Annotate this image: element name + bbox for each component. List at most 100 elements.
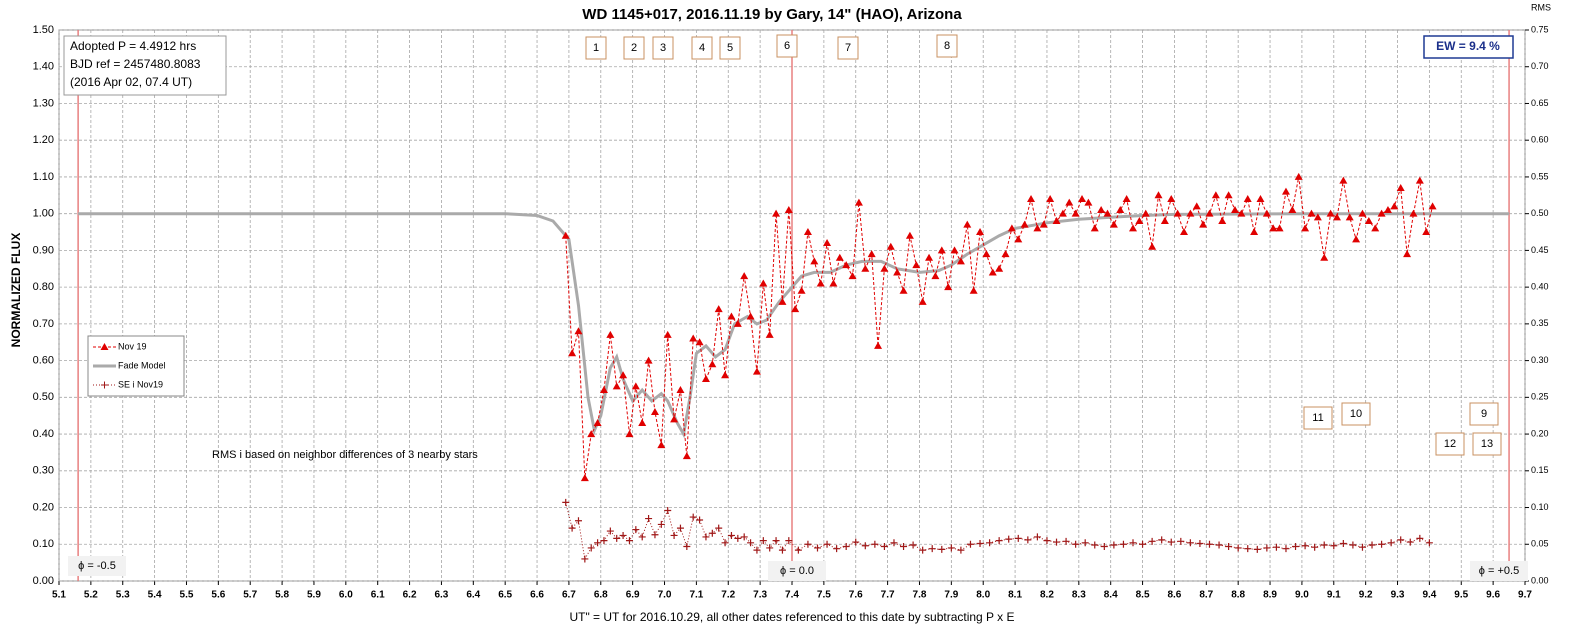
triangle-marker [574,327,583,335]
triangle-marker [631,382,640,390]
triangle-marker [1358,209,1367,217]
y2-tick-label: 0.35 [1531,318,1549,328]
y2-tick-label: 0.30 [1531,355,1549,365]
triangle-marker [1071,209,1080,217]
x-tick-label: 5.9 [307,590,321,601]
y-tick-label: 0.50 [33,391,54,403]
x-tick-label: 9.5 [1454,590,1468,601]
plus-marker [1301,542,1309,550]
plus-marker [900,542,908,550]
phase-label: ϕ = 0.0 [780,565,814,577]
y2-tick-label: 0.00 [1531,575,1549,585]
legend: Nov 19 Fade Model SE i Nov19 [87,335,185,397]
x-tick-label: 5.4 [148,590,162,601]
triangle-marker [1192,202,1201,210]
numbered-box [719,36,741,60]
triangle-marker [714,305,723,313]
triangle-marker [1313,213,1322,221]
triangle-marker [1084,198,1093,206]
plus-marker [823,540,831,548]
triangle-marker [899,286,908,294]
triangle-marker [1256,194,1265,202]
plus-marker [1158,536,1166,544]
plus-marker [1053,538,1061,546]
triangle-marker [848,272,857,280]
plus-marker [909,541,917,549]
triangle-marker [931,272,940,280]
plus-marker [721,539,729,547]
plus-marker [1215,541,1223,549]
y2-tick-label: 0.25 [1531,392,1549,402]
plus-marker [1320,541,1328,549]
triangle-marker [759,279,768,287]
triangle-marker [1046,194,1055,202]
triangle-marker [886,242,895,250]
plus-marker [1330,542,1338,550]
triangle-marker [752,367,761,375]
y-tick-label: 0.40 [33,428,54,440]
triangle-marker [765,330,774,338]
x-tick-label: 6.1 [371,590,385,601]
x-tick-label: 7.8 [913,590,927,601]
triangle-marker [1205,209,1214,217]
x-tick-label: 6.5 [498,590,512,601]
triangle-marker [689,334,698,342]
triangle-marker [1377,209,1386,217]
plus-marker [772,537,780,545]
plus-marker [1196,540,1204,548]
info-text: BJD ref = 2457480.8083 [70,57,201,71]
triangle-marker [1148,242,1157,250]
plus-marker [833,545,841,553]
y-tick-label: 0.90 [33,244,54,256]
triangle-marker [1135,217,1144,225]
numbered-box-label: 12 [1444,438,1456,450]
triangle-marker [829,279,838,287]
plus-marker [1292,542,1300,550]
plus-marker [890,539,898,547]
x-tick-label: 7.9 [944,590,958,601]
y-tick-label: 1.50 [33,24,54,36]
plus-marker [683,542,691,550]
y2-tick-label: 0.40 [1531,282,1549,292]
plus-marker [1043,537,1051,545]
triangle-marker [657,441,666,449]
plus-marker [651,531,659,539]
legend-label: Fade Model [118,360,166,370]
triangle-marker [1001,250,1010,258]
plus-marker [1416,534,1424,542]
plus-marker [1014,534,1022,542]
x-tick-label: 5.5 [180,590,194,601]
series-line [565,502,1430,561]
plus-marker [1358,543,1366,551]
y-tick-label: 1.00 [33,208,54,220]
y2-tick-label: 0.20 [1531,428,1549,438]
triangle-marker [599,385,608,393]
triangle-marker [606,330,615,338]
plus-marker [966,540,974,548]
triangle-marker [1396,183,1405,191]
triangle-marker [969,286,978,294]
triangle-marker [1428,202,1437,210]
y2-tick-label: 0.15 [1531,465,1549,475]
triangle-marker [619,371,628,379]
y2-tick-label: 0.55 [1531,171,1549,181]
y-tick-label: 1.10 [33,171,54,183]
x-tick-label: 9.3 [1391,590,1405,601]
triangle-marker [638,419,647,427]
triangle-marker [1352,235,1361,243]
triangle-marker [1052,217,1061,225]
triangle-marker [1154,191,1163,199]
x-tick-label: 9.7 [1518,590,1532,601]
x-tick-label: 5.1 [52,590,66,601]
x-tick-label: 8.4 [1104,590,1118,601]
plus-marker [562,498,570,506]
triangle-marker [1027,194,1036,202]
plus-marker [600,537,608,545]
triangle-marker [1422,228,1431,236]
triangle-marker [593,419,602,427]
phase-label-box [68,556,126,576]
triangle-marker [1243,194,1252,202]
plus-marker [747,539,755,547]
triangle-marker [1415,176,1424,184]
triangle-marker [778,297,787,305]
